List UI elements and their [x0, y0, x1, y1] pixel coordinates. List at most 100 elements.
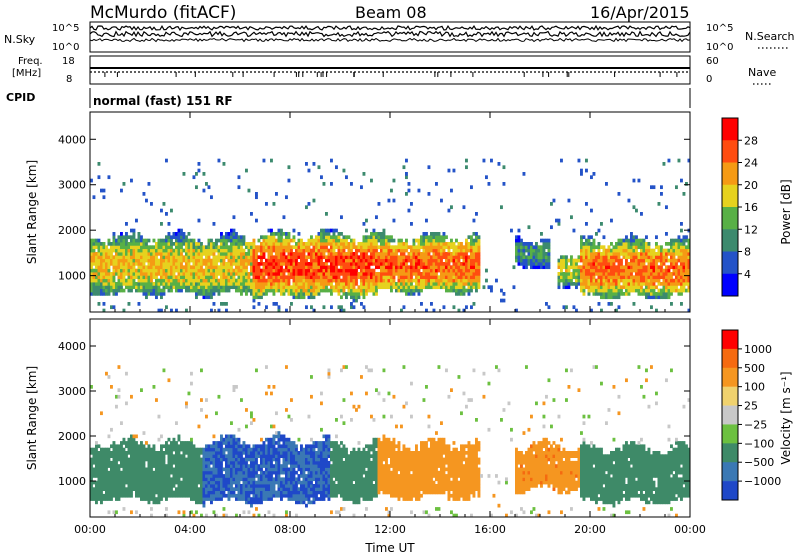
heatmap-cell: [432, 238, 436, 243]
heatmap-cell: [547, 262, 551, 266]
heatmap-cell: [347, 285, 351, 290]
heatmap-cell: [247, 255, 251, 260]
heatmap-cell: [347, 258, 351, 263]
heatmap-cell: [375, 285, 378, 290]
heatmap-cell: [180, 464, 183, 468]
heatmap-cell: [97, 454, 101, 458]
heatmap-cell: [632, 235, 636, 240]
heatmap-cell: [320, 242, 323, 246]
heatmap-cell: [382, 228, 386, 233]
heatmap-cell: [332, 232, 336, 236]
heatmap-cell: [147, 282, 151, 286]
heatmap-cell: [225, 285, 228, 290]
heatmap-cell: [120, 460, 123, 465]
heatmap-cell: [240, 235, 243, 240]
heatmap-cell: [92, 497, 96, 501]
heatmap-cell: [190, 282, 193, 286]
heatmap-cell: [457, 292, 461, 296]
heatmap-cell: [237, 268, 241, 273]
heatmap-cell: [230, 242, 233, 246]
heatmap-cell: [120, 470, 123, 475]
heatmap-cell: [430, 255, 433, 260]
heatmap-cell: [217, 292, 221, 296]
heatmap-cell: [620, 252, 623, 256]
heatmap-cell: [390, 282, 393, 286]
heatmap-cell: [127, 467, 131, 472]
heatmap-cell: [185, 487, 188, 491]
heatmap-cell: [120, 288, 123, 293]
heatmap-cell: [370, 255, 373, 260]
heatmap-cell: [600, 245, 603, 250]
heatmap-cell: [390, 235, 393, 240]
heatmap-cell: [95, 255, 98, 260]
heatmap-cell: [237, 437, 241, 442]
heatmap-cell: [280, 275, 283, 280]
heatmap-cell: [145, 242, 148, 246]
heatmap-cell: [467, 262, 471, 266]
heatmap-cell: [197, 265, 201, 270]
heatmap-cell: [452, 285, 456, 290]
heatmap-cell: [230, 262, 233, 266]
heatmap-cell: [97, 493, 101, 498]
heatmap-cell: [322, 275, 326, 280]
heatmap-cell: [635, 252, 638, 256]
heatmap-cell: [112, 451, 116, 455]
heatmap-cell: [200, 265, 203, 270]
heatmap-cell: [447, 258, 451, 263]
heatmap-cell: [92, 248, 96, 253]
heatmap-cell: [207, 460, 211, 465]
heatmap-cell: [247, 282, 251, 286]
heatmap-cell: [97, 248, 101, 253]
heatmap-cell: [192, 265, 196, 270]
heatmap-cell: [450, 255, 453, 260]
heatmap-cell: [120, 464, 123, 468]
heatmap-cell: [130, 441, 133, 445]
heatmap-cell: [165, 265, 168, 270]
heatmap-cell: [617, 285, 621, 290]
heatmap-cell: [90, 497, 93, 501]
heatmap-cell: [160, 447, 163, 452]
heatmap-cell: [252, 493, 256, 498]
heatmap-cell: [162, 252, 166, 256]
heatmap-cell: [665, 295, 668, 300]
heatmap-cell: [135, 238, 138, 243]
heatmap-cell: [430, 282, 433, 286]
heatmap-cell: [635, 238, 638, 243]
heatmap-cell: [90, 245, 93, 250]
heatmap-cell: [350, 278, 353, 283]
heatmap-cell: [125, 238, 128, 243]
heatmap-cell: [435, 275, 438, 280]
heatmap-cell: [217, 490, 221, 495]
heatmap-cell: [667, 252, 671, 256]
heatmap-cell: [200, 278, 203, 283]
heatmap-cell: [177, 467, 181, 472]
heatmap-cell: [645, 255, 648, 260]
heatmap-cell: [270, 272, 273, 276]
heatmap-cell: [390, 262, 393, 266]
heatmap-cell: [447, 272, 451, 276]
heatmap-cell: [302, 262, 306, 266]
heatmap-cell: [252, 418, 256, 422]
heatmap-cell: [235, 480, 238, 485]
heatmap-cell: [435, 232, 438, 236]
heatmap-cell: [320, 252, 323, 256]
heatmap-cell: [222, 484, 226, 488]
heatmap-cell: [182, 493, 186, 498]
heatmap-cell: [232, 493, 236, 498]
heatmap-cell: [687, 282, 691, 286]
heatmap-cell: [212, 258, 216, 263]
heatmap-cell: [687, 285, 691, 290]
heatmap-cell: [610, 258, 613, 263]
heatmap-cell: [120, 484, 123, 488]
heatmap-cell: [395, 282, 398, 286]
heatmap-cell: [150, 451, 153, 455]
heatmap-cell: [297, 278, 301, 283]
heatmap-cell: [652, 288, 656, 293]
heatmap-cell: [237, 447, 241, 452]
heatmap-cell: [260, 278, 263, 283]
heatmap-cell: [202, 188, 206, 193]
heatmap-cell: [650, 258, 653, 263]
heatmap-cell: [440, 255, 443, 260]
heatmap-cell: [247, 484, 251, 488]
heatmap-cell: [430, 232, 433, 236]
